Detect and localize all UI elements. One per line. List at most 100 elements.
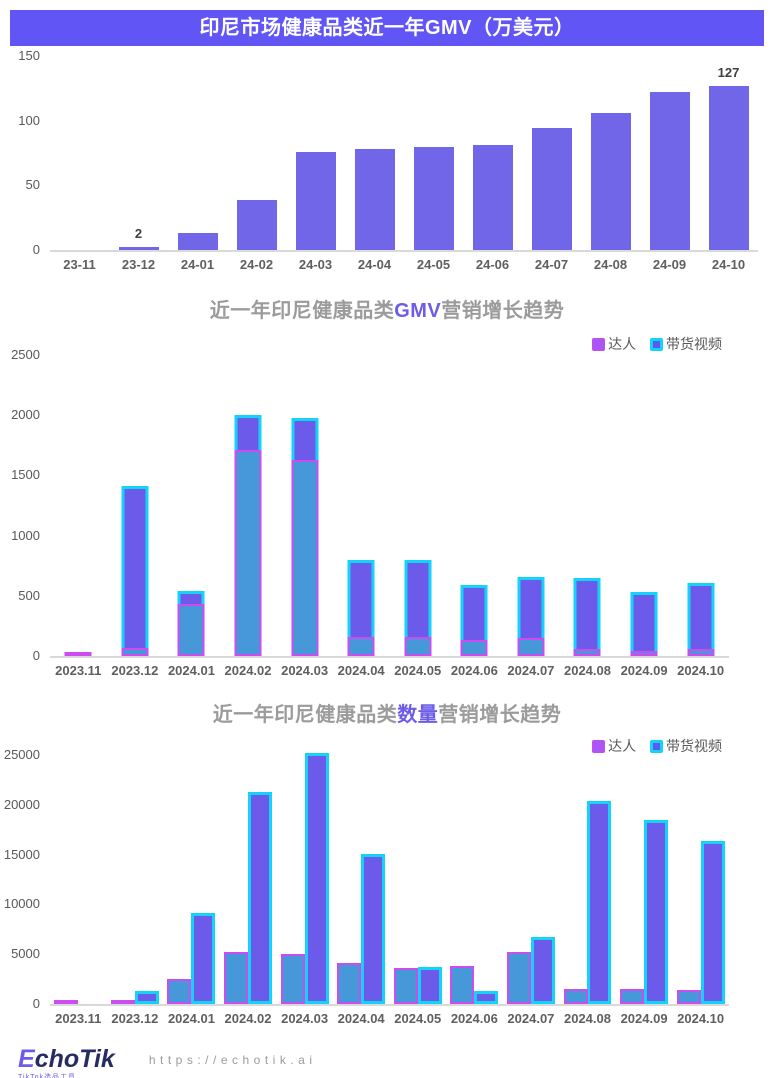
chart-column: 24-07 [522, 56, 581, 272]
daren-bar [630, 651, 658, 656]
x-tick-label: 2024.07 [507, 1011, 555, 1026]
chart-column: 23-11 [50, 56, 109, 272]
gmv-bar [354, 149, 395, 250]
x-tick-label: 2024.05 [394, 1011, 442, 1026]
echotik-logo-subtext: TikTok选品工具 [18, 1074, 76, 1078]
x-tick-label: 23-12 [121, 257, 156, 272]
x-tick-label: 2023.11 [55, 1011, 102, 1026]
video-bar [248, 791, 273, 1004]
video-bar [687, 582, 715, 656]
chart-column: 24-04 [345, 56, 404, 272]
chart-column: 2024.07 [503, 755, 560, 1026]
chart-column: 2024.07 [503, 355, 560, 678]
x-tick-label: 2024.02 [224, 1011, 272, 1026]
chart-column: 2023.11 [50, 755, 107, 1026]
chart-column: 2024.06 [446, 355, 503, 678]
y-tick-label: 0 [32, 996, 40, 1011]
x-tick-label: 24-02 [239, 257, 274, 272]
video-swatch-icon [650, 338, 663, 351]
y-tick-label: 500 [18, 587, 40, 603]
x-tick-label: 24-01 [180, 257, 215, 272]
chart-columns: 2023.11 2023.12 2024.01 2024.02 2024.03 2024.… [50, 753, 729, 1026]
daren-bar [393, 968, 418, 1004]
x-tick-label: 2024.01 [167, 663, 215, 678]
gmv-bar [236, 199, 277, 250]
x-tick-label: 24-04 [357, 257, 392, 272]
legend-item-video: 带货视频 [650, 738, 722, 754]
daren-bar [620, 989, 645, 1004]
y-tick-label: 100 [18, 112, 40, 128]
video-bar [191, 913, 216, 1004]
y-tick-label: 5000 [11, 946, 40, 962]
gmv-bar [472, 145, 513, 250]
x-tick-label: 24-03 [298, 257, 333, 272]
page-title: 印尼市场健康品类近一年GMV（万美元） [199, 17, 575, 39]
chart-column: 2024.04 [333, 755, 390, 1026]
footer: EchoTik TikTok选品工具 https://echotik.ai [0, 1038, 774, 1078]
count-trend-title-prefix: 近一年印尼健康品类 [212, 704, 398, 726]
y-tick-label: 1000 [11, 527, 40, 543]
x-tick-label: 24-10 [711, 257, 746, 272]
x-tick-label: 2024.04 [337, 1011, 385, 1026]
daren-bar [676, 990, 701, 1004]
chart-column: 2023.12 [107, 755, 164, 1026]
chart-column: 2024.08 [559, 355, 616, 678]
y-tick-label: 0 [32, 648, 40, 663]
x-tick-label: 24-06 [475, 257, 510, 272]
x-tick-label: 24-05 [416, 257, 451, 272]
echotik-logo: EchoTik TikTok选品工具 [18, 1046, 115, 1078]
video-bar [134, 990, 159, 1004]
daren-bar [404, 636, 432, 656]
daren-bar [64, 652, 92, 656]
y-tick-label: 1500 [11, 467, 40, 483]
x-tick-label: 2024.03 [281, 663, 329, 678]
gmv-bar [118, 247, 159, 250]
gmv-bar [590, 112, 631, 250]
video-bar [417, 967, 442, 1004]
chart-column: 24-10 127 [699, 56, 758, 272]
daren-swatch-icon [592, 740, 606, 753]
daren-legend-label: 达人 [608, 738, 637, 754]
x-tick-label: 2024.06 [450, 1011, 498, 1026]
x-tick-label: 2024.08 [563, 1011, 611, 1026]
x-tick-label: 2024.10 [677, 663, 725, 678]
chart-column: 24-09 [640, 56, 699, 272]
header-banner: 印尼市场健康品类近一年GMV（万美元） [10, 10, 764, 46]
x-tick-label: 2023.11 [55, 663, 102, 678]
y-tick-label: 150 [18, 48, 40, 63]
y-tick-label: 2500 [11, 347, 40, 362]
daren-bar [291, 459, 319, 656]
x-tick-label: 2024.09 [620, 1011, 668, 1026]
count-trend-chart: 0 5000 10000 15000 20000 25000 2023.11 2023.12 2… [0, 747, 774, 1038]
chart-column: 2024.01 [163, 755, 220, 1026]
chart-column: 2024.09 [616, 355, 673, 678]
daren-bar [573, 648, 601, 656]
x-tick-label: 2023.12 [111, 1011, 159, 1026]
x-tick-label: 24-08 [593, 257, 628, 272]
daren-bar [177, 604, 205, 656]
daren-bar [224, 952, 249, 1004]
video-legend-label: 带货视频 [666, 738, 722, 754]
chart-column: 23-12 2 [109, 56, 168, 272]
gmv-bar-chart: 0 50 100 150 23-11 23-12 2 24-01 24-02 24-03 24-04… [0, 48, 774, 284]
x-tick-label: 24-09 [652, 257, 687, 272]
legend-item-daren: 达人 [592, 738, 636, 754]
count-trend-legend: 达人 带货视频 [0, 737, 774, 755]
video-bar [630, 592, 658, 656]
gmv-bar [413, 146, 454, 250]
x-tick-label: 2024.08 [563, 663, 611, 678]
chart-column: 2024.09 [616, 755, 673, 1026]
y-tick-label: 25000 [3, 747, 40, 762]
gmv-trend-title-highlight: GMV [394, 300, 442, 322]
count-trend-title-highlight: 数量 [397, 704, 439, 726]
count-trend-title-suffix: 营销增长趋势 [438, 704, 562, 726]
daren-bar [280, 954, 305, 1004]
echotik-logo-accent: E [18, 1045, 35, 1073]
legend-item-daren: 达人 [592, 336, 636, 352]
daren-swatch-icon [592, 338, 606, 351]
chart-column: 2024.10 [672, 355, 729, 678]
daren-bar [506, 952, 531, 1004]
chart-column: 2023.11 [50, 355, 107, 678]
x-tick-label: 2024.09 [620, 663, 668, 678]
daren-legend-label: 达人 [608, 336, 637, 352]
